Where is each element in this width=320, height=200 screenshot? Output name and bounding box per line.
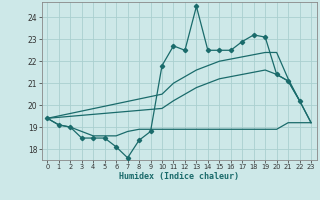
- X-axis label: Humidex (Indice chaleur): Humidex (Indice chaleur): [119, 172, 239, 181]
